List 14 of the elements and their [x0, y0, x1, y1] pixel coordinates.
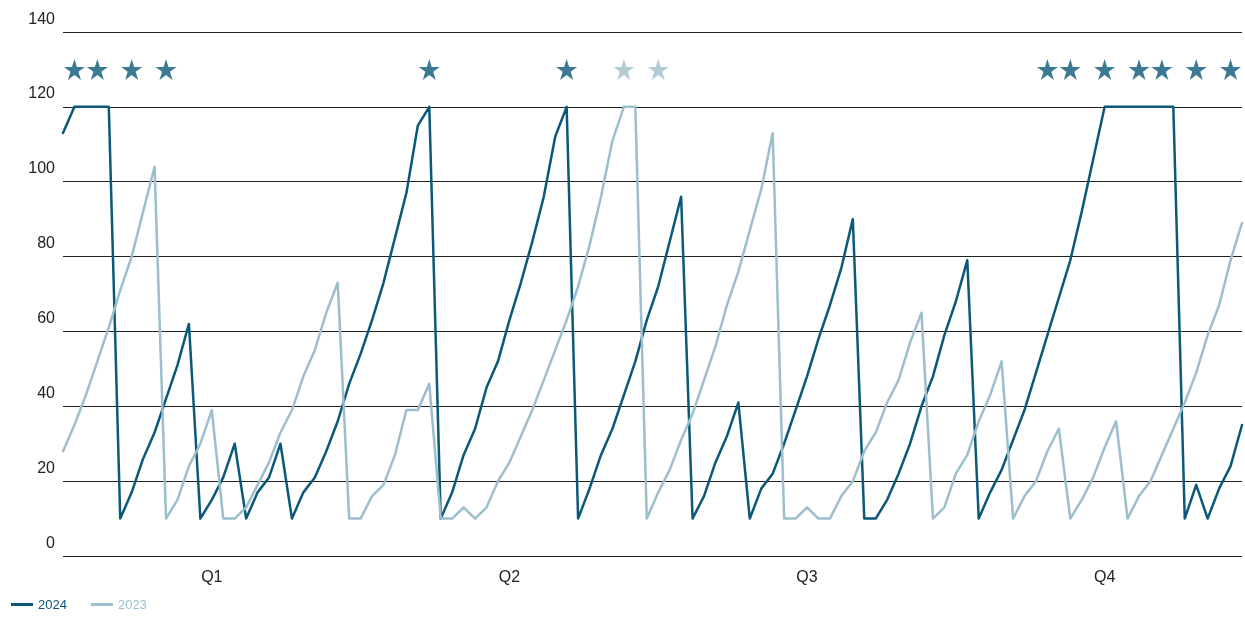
x-tick-label: Q3 — [796, 567, 818, 585]
y-tick-label: 120 — [28, 84, 56, 102]
y-tick-label: 0 — [46, 533, 56, 551]
legend-label: 2024 — [38, 597, 67, 612]
y-tick-label: 40 — [37, 383, 56, 401]
x-tick-label: Q2 — [498, 567, 521, 585]
y-tick-label: 60 — [37, 308, 56, 326]
y-tick-label: 100 — [28, 159, 56, 177]
y-tick-label: 20 — [37, 458, 56, 476]
y-tick-label: 140 — [28, 9, 56, 27]
legend-label: 2023 — [117, 597, 147, 612]
x-tick-label: Q4 — [1093, 567, 1116, 585]
y-tick-label: 80 — [37, 234, 56, 252]
x-tick-label: Q1 — [201, 567, 223, 585]
